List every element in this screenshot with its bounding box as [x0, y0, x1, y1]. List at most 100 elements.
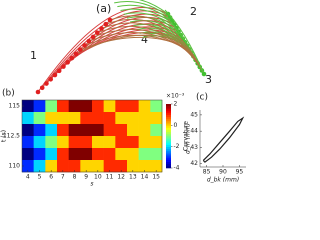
colorbar-tick-label: 0: [174, 122, 178, 129]
heat-cell: [22, 112, 34, 125]
x-tick-label: 9: [84, 174, 88, 181]
colorbar-step: [166, 133, 171, 137]
colorbar-step: [166, 110, 171, 113]
y-tick-label: 45: [190, 111, 198, 118]
node: [103, 21, 109, 27]
panel-label: (c): [196, 93, 208, 103]
x-tick-label: 6: [49, 174, 53, 181]
heat-cell: [92, 100, 104, 113]
colorbar-step: [166, 108, 171, 111]
colorbar-tick-label: 2: [174, 101, 178, 108]
colorbar-step: [166, 140, 171, 143]
colorbar-step: [166, 153, 171, 156]
arc: [37, 6, 169, 93]
arc-end: [164, 9, 205, 75]
heat-cell: [127, 100, 139, 113]
colorbar-step: [166, 112, 171, 115]
heat-cell: [45, 160, 58, 173]
heat-cell: [33, 160, 46, 173]
heat-cell: [33, 112, 46, 125]
colorbar-step: [166, 142, 171, 145]
heat-cell: [80, 112, 93, 125]
heat-cell: [127, 136, 139, 149]
x-tick-label: 10: [94, 174, 102, 181]
colorbar-step: [166, 148, 171, 152]
heat-cell: [22, 160, 34, 173]
node: [35, 89, 41, 95]
heat-cell: [92, 148, 104, 161]
colorbar-step: [166, 131, 171, 135]
colorbar-step: [166, 159, 171, 162]
node: [82, 43, 87, 48]
y-tick-label: 115: [9, 103, 21, 110]
heat-cell: [138, 100, 151, 113]
colorbar-step: [166, 161, 171, 165]
node: [56, 68, 62, 74]
arc-diagram: [35, 0, 207, 95]
arc-end: [138, 0, 169, 15]
x-tick-label: 14: [141, 174, 149, 181]
heat-cell: [150, 136, 163, 149]
heat-cell: [127, 148, 139, 161]
heat-cell: [68, 112, 81, 125]
heat-cell: [103, 112, 116, 125]
node: [39, 85, 45, 91]
heat-cell: [45, 124, 58, 137]
colorbar-step: [166, 165, 171, 169]
heat-cell: [68, 100, 81, 113]
colorbar-step: [166, 129, 171, 133]
heat-cell: [45, 112, 58, 125]
panel-label: (b): [2, 89, 15, 99]
heat-cell: [138, 124, 151, 137]
colorbar-step: [166, 118, 171, 122]
heat-cell: [115, 112, 128, 125]
y-axis-label: d_fh (mm): [185, 123, 192, 154]
colorbar-step: [166, 146, 171, 150]
heat-cell: [92, 124, 104, 137]
heat-cell: [57, 136, 69, 149]
heat-cell: [45, 148, 58, 161]
marker: 3: [205, 73, 212, 86]
colorbar-step: [166, 144, 171, 147]
heat-cell: [115, 136, 128, 149]
marker: 2: [190, 5, 197, 18]
heat-cell: [22, 136, 34, 149]
node: [52, 72, 58, 78]
colorbar-step: [166, 155, 171, 158]
heat-cell: [103, 100, 116, 113]
arc: [97, 25, 199, 64]
colorbar-tick-label: -4: [174, 165, 180, 172]
colorbar-label: Curvature: [183, 121, 190, 151]
heat-cell: [150, 124, 163, 137]
x-tick-label: 7: [61, 174, 65, 181]
colorbar-step: [166, 125, 171, 128]
node: [78, 47, 83, 52]
colorbar-step: [166, 138, 171, 141]
heat-cell: [33, 100, 46, 113]
arc: [109, 15, 205, 75]
heat-cell: [33, 148, 46, 161]
heat-cell: [80, 160, 93, 173]
colorbar-step: [166, 157, 171, 160]
node: [65, 60, 70, 65]
heat-cell: [68, 124, 81, 137]
x-tick-label: 90: [219, 169, 227, 176]
heat-cell: [150, 100, 163, 113]
heat-cell: [33, 124, 46, 137]
heat-cell: [103, 148, 116, 161]
x-tick-label: 4: [26, 174, 30, 181]
y-tick-label: 42: [190, 160, 198, 167]
x-tick-label: 15: [152, 174, 160, 181]
heat-cell: [115, 100, 128, 113]
heat-cell: [22, 100, 34, 113]
heat-cell: [103, 124, 116, 137]
heat-cell: [150, 160, 163, 173]
heat-cell: [127, 124, 139, 137]
node: [61, 64, 66, 69]
colorbar-step: [166, 106, 171, 109]
arc-end: [114, 0, 171, 18]
heat-cell: [68, 148, 81, 161]
axes: [199, 110, 246, 168]
arc-end: [117, 4, 173, 22]
y-tick-label: 43: [190, 144, 198, 151]
